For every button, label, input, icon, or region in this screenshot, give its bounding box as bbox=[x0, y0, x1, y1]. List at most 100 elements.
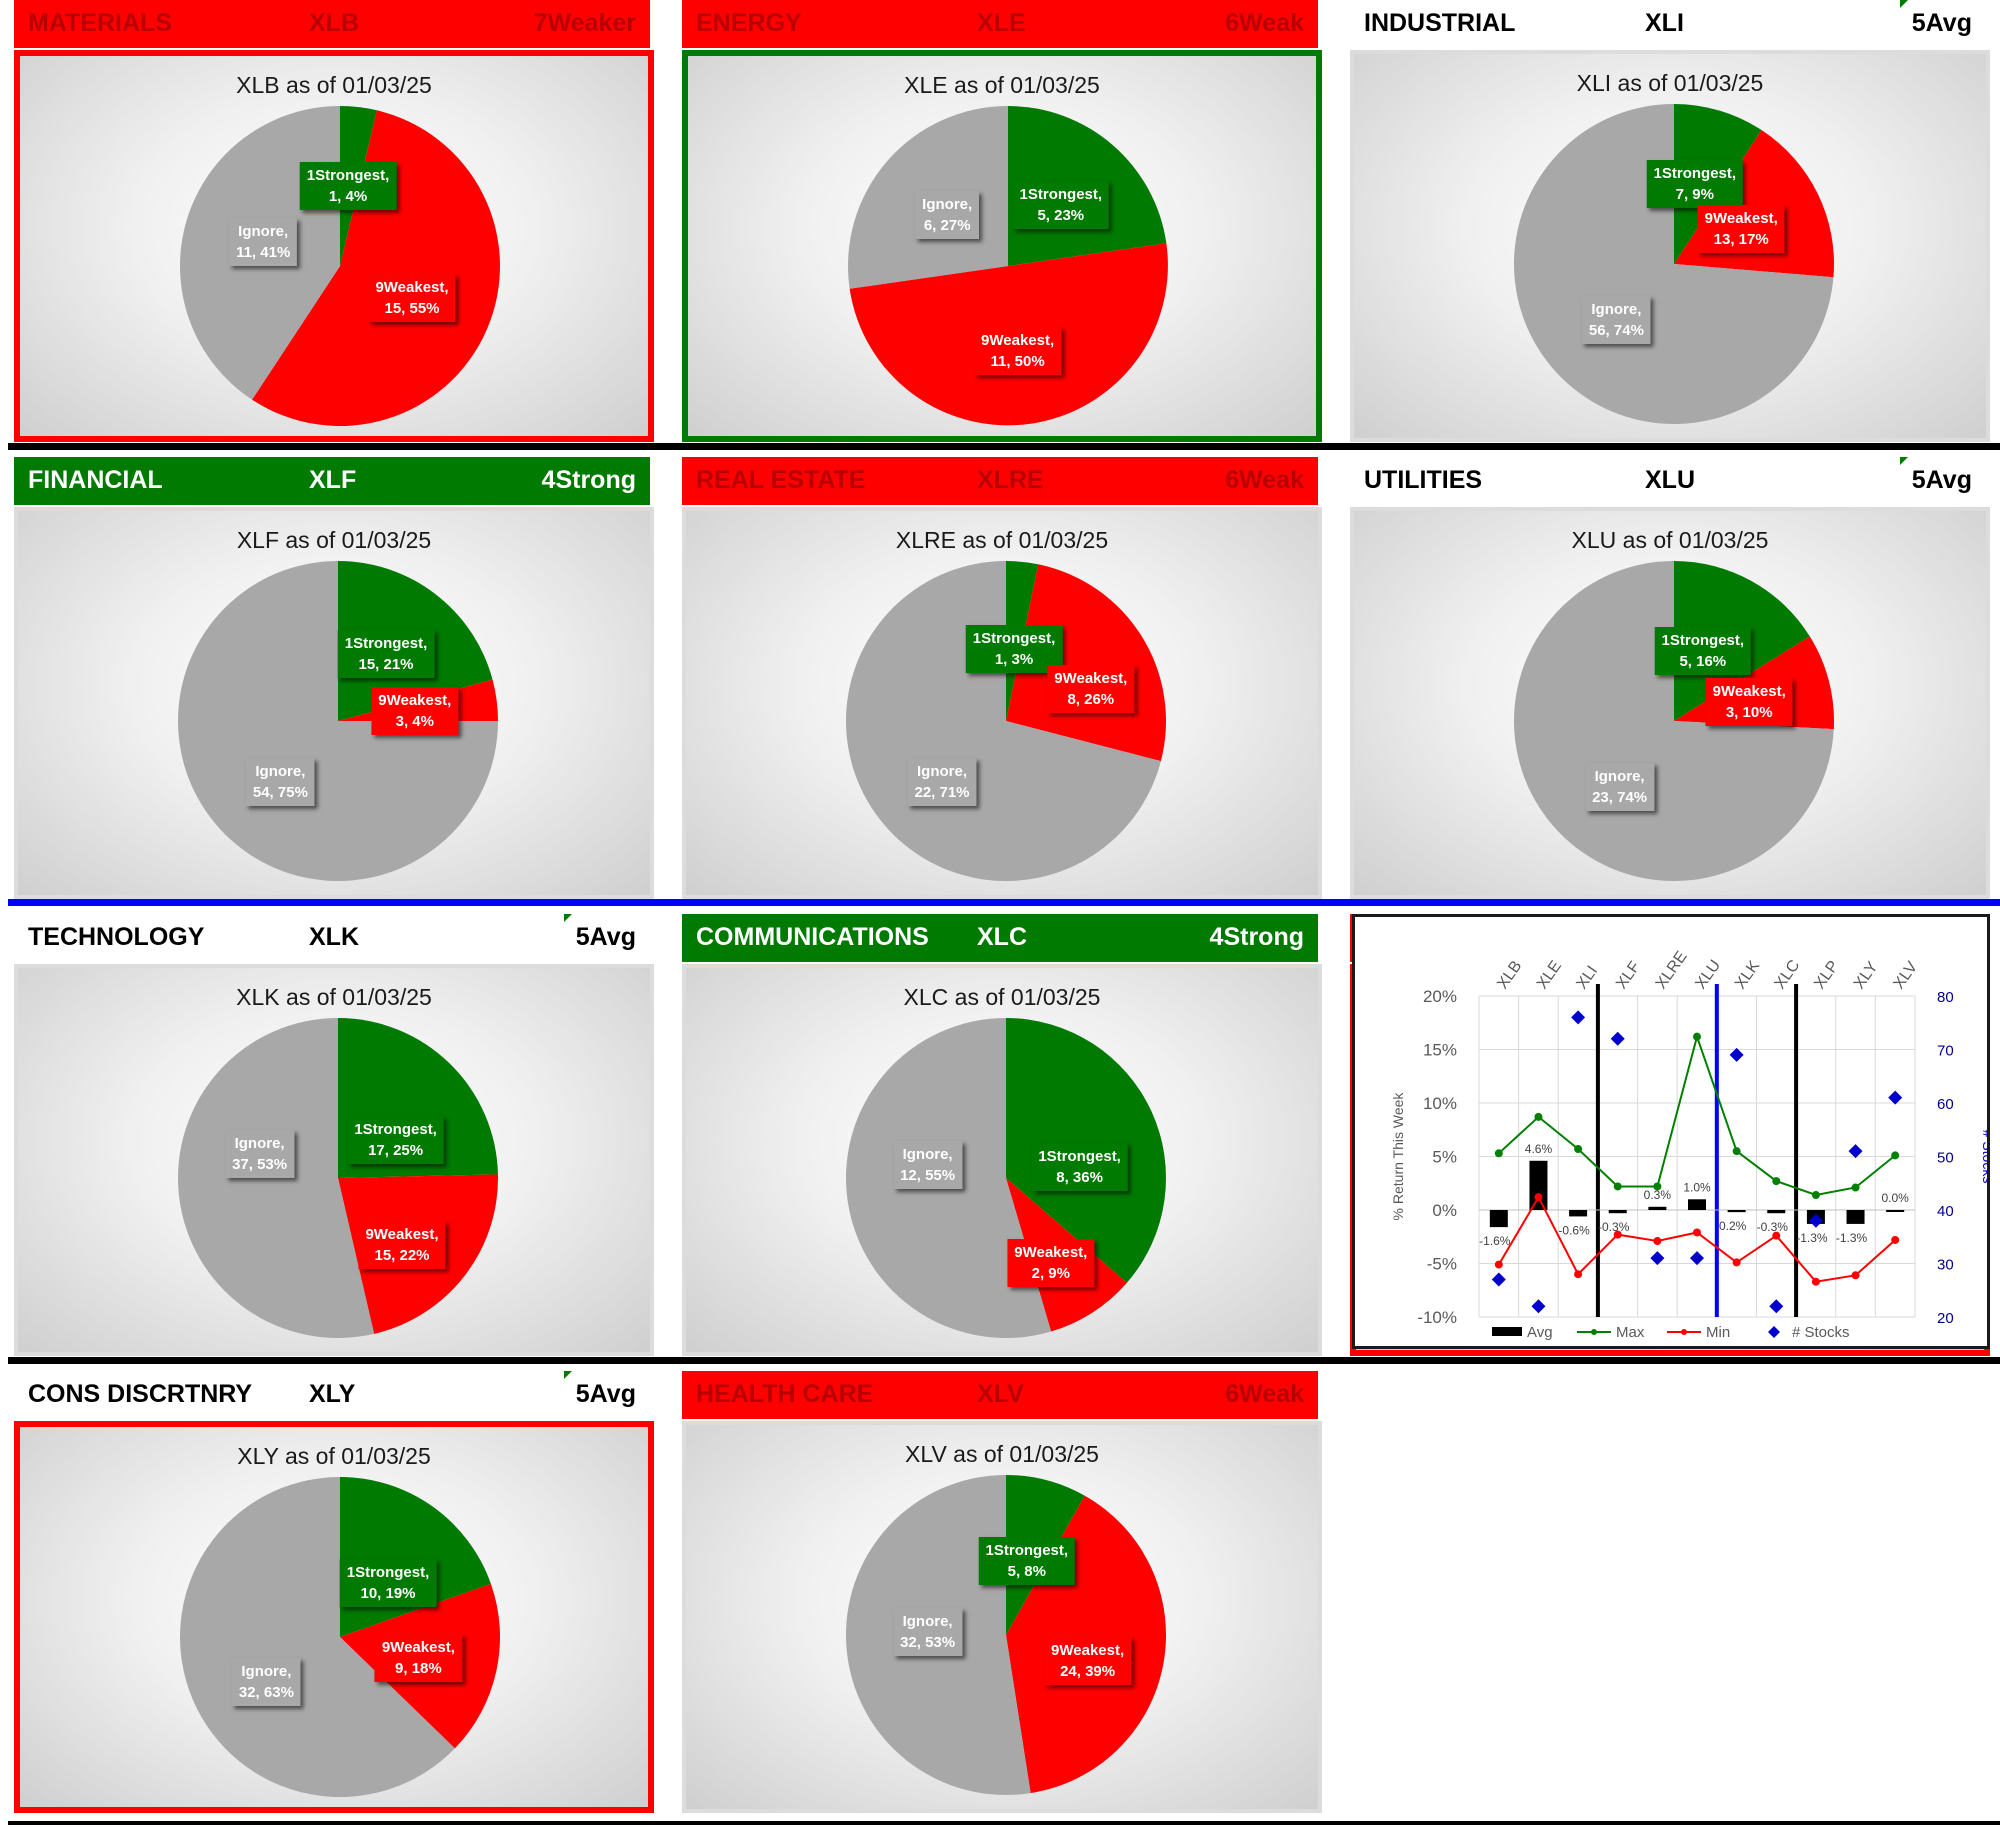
sector-rating: 7Weaker bbox=[533, 9, 636, 37]
pie-chart-xlu: XLU as of 01/03/25 1Strongest, 5, 16% 9Weak… bbox=[1350, 507, 1990, 899]
label-category: Ignore, bbox=[902, 1612, 953, 1630]
y2-axis-title: # Stocks bbox=[1980, 1130, 1987, 1184]
min-point bbox=[1891, 1235, 1900, 1244]
data-label-weakest: 9Weakest, 24, 39% bbox=[1044, 1636, 1132, 1685]
sector-symbol: XLF bbox=[309, 466, 357, 494]
data-label-ignore: Ignore, 54, 75% bbox=[245, 757, 315, 806]
pie-chart-xlv: XLV as of 01/03/25 1Strongest, 5, 8% 9Weake… bbox=[682, 1421, 1322, 1813]
data-label-weakest: 9Weakest, 15, 55% bbox=[368, 274, 456, 322]
label-category: 9Weakest, bbox=[381, 1638, 455, 1656]
pie bbox=[179, 106, 500, 426]
sector-rating: 5Avg bbox=[1911, 9, 1972, 37]
pie bbox=[1513, 561, 1834, 881]
sector-rating: 5Avg bbox=[575, 923, 636, 951]
min-point bbox=[1693, 1228, 1701, 1237]
data-label-weakest: 9Weakest, 13, 17% bbox=[1697, 204, 1785, 253]
sector-name: CONS DISCRTNRY bbox=[28, 1380, 253, 1408]
label-value: 22, 71% bbox=[914, 783, 970, 801]
sector-header-xli: INDUSTRIAL XLI 5Avg bbox=[1350, 0, 1986, 48]
sector-rating: 5Avg bbox=[575, 1380, 636, 1408]
sector-rating: 4Strong bbox=[541, 466, 636, 494]
label-value: 24, 39% bbox=[1060, 1662, 1116, 1680]
pie-chart-xlk: XLK as of 01/03/25 1Strongest, 17, 25% 9Wea… bbox=[14, 964, 654, 1356]
sector-rating: 6Weak bbox=[1225, 9, 1304, 37]
chart-svg: 20% 15% 10% 5% 0% -5% -10% 80 70 60 50 40 30 20 % Retu… bbox=[1390, 948, 1996, 1341]
x-tick-label: XLC bbox=[1772, 957, 1804, 992]
label-value: 23, 74% bbox=[1592, 788, 1648, 806]
y2-tick-label: 40 bbox=[1937, 1203, 1954, 1220]
pie bbox=[845, 561, 1166, 881]
y-tick-label: 0% bbox=[1432, 1201, 1457, 1220]
max-point bbox=[1693, 1032, 1701, 1041]
max-point bbox=[1534, 1112, 1543, 1121]
x-tick-label: XLP bbox=[1811, 958, 1842, 993]
data-label-ignore: Ignore, 22, 71% bbox=[907, 757, 977, 806]
min-point bbox=[1613, 1230, 1622, 1239]
sector-header-xle: ENERGY XLE 6Weak bbox=[682, 0, 1318, 48]
pie-slice-ignore bbox=[1513, 104, 1834, 424]
label-value: 3, 4% bbox=[395, 713, 434, 731]
data-label-weakest: 9Weakest, 8, 26% bbox=[1047, 665, 1135, 713]
chart-title: XLF as of 01/03/25 bbox=[236, 527, 432, 553]
label-category: 1Strongest, bbox=[1661, 631, 1745, 649]
label-value: 1, 3% bbox=[994, 651, 1034, 668]
legend-max-marker bbox=[1591, 1329, 1597, 1335]
y-axis-title: % Return This Week bbox=[1390, 1092, 1406, 1221]
sector-symbol: XLE bbox=[977, 9, 1026, 37]
data-label-strongest: 1Strongest, 15, 21% bbox=[337, 629, 435, 678]
data-label-strongest: 1Strongest, 10, 19% bbox=[339, 1558, 437, 1607]
pie-chart-xle: XLE as of 01/03/25 1Strongest, 5, 23% 9Weak… bbox=[682, 50, 1322, 442]
avg-data-label: -1.6% bbox=[1479, 1234, 1511, 1248]
data-label-strongest: 1Strongest, 5, 8% bbox=[978, 1537, 1076, 1586]
avg-data-label: -0.6% bbox=[1558, 1223, 1590, 1237]
stock-count-point bbox=[1491, 1272, 1506, 1287]
chart-title: XLU as of 01/03/25 bbox=[1571, 527, 1769, 553]
label-category: Ignore, bbox=[234, 1135, 285, 1152]
label-category: 1Strongest, bbox=[1038, 1147, 1121, 1165]
y-tick-label: -10% bbox=[1417, 1308, 1457, 1327]
y2-tick-label: 70 bbox=[1937, 1043, 1954, 1060]
y2-tick-label: 80 bbox=[1937, 989, 1954, 1006]
max-point bbox=[1613, 1182, 1622, 1191]
avg-bar bbox=[1767, 1210, 1786, 1214]
stock-count-point bbox=[1888, 1090, 1903, 1105]
label-value: 32, 63% bbox=[238, 1683, 294, 1701]
legend-avg-label: Avg bbox=[1527, 1324, 1553, 1341]
data-label-ignore: Ignore, 12, 55% bbox=[893, 1141, 963, 1190]
data-label-strongest: 1Strongest, 5, 23% bbox=[1012, 181, 1110, 230]
stock-count-point bbox=[1571, 1010, 1586, 1025]
row-separator bbox=[8, 899, 2000, 906]
x-tick-label: XLRE bbox=[1653, 948, 1691, 992]
sector-rating: 5Avg bbox=[1911, 466, 1972, 494]
pie-chart-xlc: XLC as of 01/03/25 1Strongest, 8, 36% 9Weak… bbox=[682, 964, 1322, 1356]
avg-data-label: 1.0% bbox=[1683, 1180, 1711, 1194]
sector-name: UTILITIES bbox=[1364, 466, 1483, 494]
sector-header-xlu: UTILITIES XLU 5Avg bbox=[1350, 457, 1986, 505]
chart-title: XLV as of 01/03/25 bbox=[905, 1441, 1099, 1467]
y2-tick-label: 50 bbox=[1937, 1150, 1954, 1167]
x-tick-label: XLB bbox=[1494, 958, 1525, 993]
label-category: 9Weakest, bbox=[378, 692, 452, 710]
pie bbox=[180, 1477, 500, 1797]
legend-avg-swatch bbox=[1492, 1327, 1522, 1336]
pie-chart-xlb: XLB as of 01/03/25 1Strongest, 1, 4% 9Weake… bbox=[14, 50, 654, 442]
data-label-ignore: Ignore, 11, 41% bbox=[229, 218, 298, 266]
min-point bbox=[1851, 1271, 1860, 1280]
min-point bbox=[1494, 1260, 1503, 1269]
chart-title: XLE as of 01/03/25 bbox=[904, 72, 1100, 98]
avg-bar bbox=[1846, 1210, 1865, 1224]
row-separator bbox=[8, 1821, 2000, 1825]
min-point bbox=[1732, 1258, 1741, 1267]
avg-bar bbox=[1529, 1160, 1548, 1210]
x-tick-label: XLE bbox=[1534, 958, 1565, 993]
sector-header-xly: CONS DISCRTNRY XLY 5Avg bbox=[14, 1371, 650, 1419]
avg-bar bbox=[1648, 1206, 1667, 1210]
label-value: 2, 9% bbox=[1031, 1264, 1070, 1282]
label-category: 9Weakest, bbox=[1704, 209, 1778, 227]
sector-header-xlf: FINANCIAL XLF 4Strong bbox=[14, 457, 650, 505]
avg-data-label: 0.0% bbox=[1882, 1191, 1910, 1205]
label-category: 1Strongest, bbox=[1019, 186, 1103, 204]
pie bbox=[177, 1018, 499, 1338]
label-value: 9, 18% bbox=[395, 1659, 442, 1677]
sector-rating: 4Strong bbox=[1209, 923, 1304, 951]
